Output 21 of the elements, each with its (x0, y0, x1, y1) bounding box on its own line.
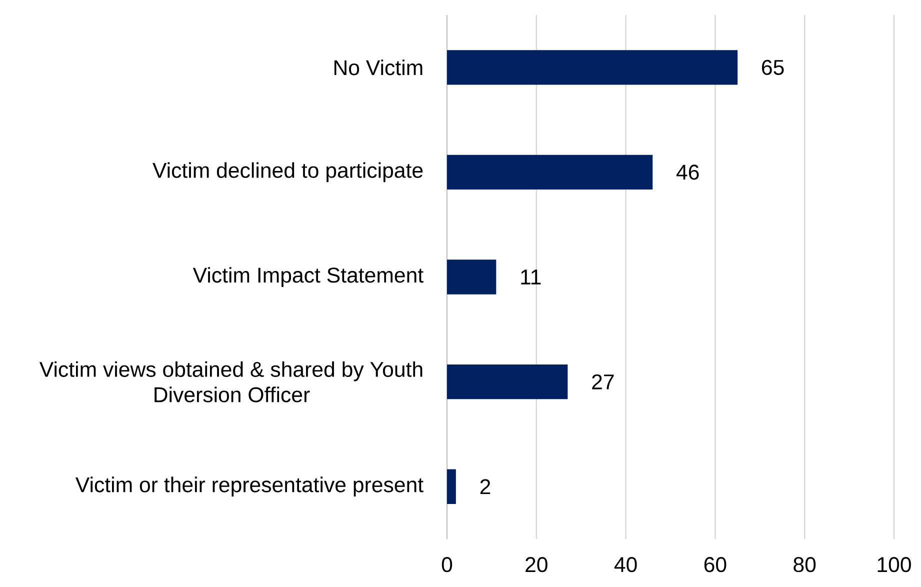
data-label: 46 (676, 164, 699, 180)
bar (447, 364, 568, 400)
x-tick-label: 80 (794, 557, 816, 572)
x-tick-label: 0 (442, 557, 452, 572)
data-label: 27 (592, 374, 614, 390)
bar (447, 260, 496, 294)
y-tick-label: Victim declined to participate (152, 162, 423, 182)
bar (447, 154, 653, 190)
x-tick-label: 20 (526, 557, 548, 572)
data-label: 11 (521, 270, 541, 284)
x-tick-label: 60 (704, 557, 726, 572)
bar (447, 50, 738, 85)
y-tick-label: Victim or their representative present (75, 476, 424, 497)
y-tick-label: No Victim (334, 60, 422, 76)
y-tick-label: Victim views obtained & shared by Youth Diversion Officer (39, 361, 422, 402)
y-tick-label: Victim Impact Statement (192, 267, 424, 287)
x-tick-label: 40 (614, 557, 637, 572)
data-label: 65 (762, 60, 784, 75)
bar (447, 469, 456, 504)
data-label: 2 (480, 479, 490, 494)
x-tick-label: 100 (878, 557, 911, 572)
